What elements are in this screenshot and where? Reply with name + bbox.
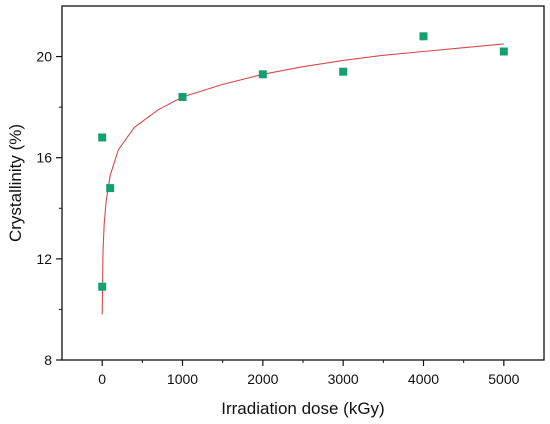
x-tick-label: 1000 [167,371,198,387]
data-point [98,282,107,291]
y-axis-label: Crystallinity (%) [6,124,25,242]
x-tick-label: 5000 [488,371,519,387]
data-points [98,32,508,291]
fit-curve-line [101,43,504,315]
data-point [106,184,115,193]
x-tick-label: 4000 [408,371,439,387]
data-point [339,67,348,76]
fit-curve-group [101,43,504,315]
y-tick-label: 12 [36,251,52,267]
y-tick-label: 8 [44,352,52,368]
data-point [98,133,107,142]
x-axis-label: Irradiation dose (kGy) [221,399,384,418]
y-tick-label: 20 [36,49,52,65]
axis-ticks: 0 1000 2000 3000 4000 5000 8 12 16 20 [36,49,519,387]
data-point [258,70,267,79]
x-tick-label: 0 [98,371,106,387]
x-tick-label: 3000 [328,371,359,387]
data-point [419,32,428,41]
data-point [499,47,508,56]
data-point [178,93,187,101]
plot-frame [61,5,545,361]
x-tick-label: 2000 [247,371,278,387]
y-tick-label: 16 [36,150,52,166]
